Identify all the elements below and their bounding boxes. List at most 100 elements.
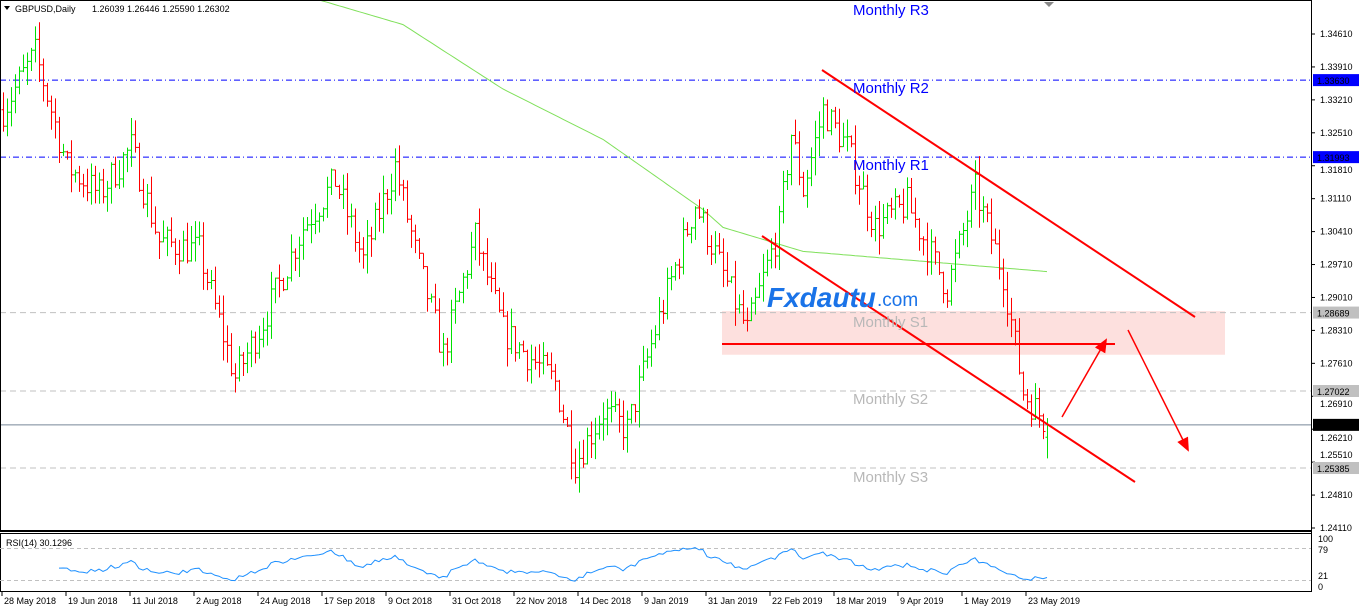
price-tick-label: 1.24110 <box>1320 523 1352 533</box>
ohlc-bar <box>309 209 314 244</box>
ohlc-bar <box>1017 318 1022 375</box>
ohlc-bar <box>545 352 550 366</box>
ohlc-bar <box>317 212 322 233</box>
ohlc-bar <box>269 271 274 339</box>
ohlc-bar <box>889 197 894 218</box>
ohlc-bar <box>165 226 170 257</box>
price-tag-label: 1.31993 <box>1317 153 1350 163</box>
ohlc-bar <box>217 295 222 318</box>
ohlc-bar <box>877 200 882 255</box>
ohlc-bar <box>77 165 82 192</box>
trend-drawings[interactable] <box>722 69 1196 483</box>
ohlc-bar <box>689 226 694 244</box>
ohlc-bar <box>325 176 330 218</box>
date-tick-label: 9 Oct 2018 <box>388 596 432 606</box>
ohlc-bar <box>681 217 686 275</box>
ohlc-bar <box>517 342 522 359</box>
ohlc-bar <box>577 441 582 493</box>
ohlc-bar <box>413 224 418 254</box>
date-tick-label: 24 Aug 2018 <box>260 596 311 606</box>
ohlc-bar <box>29 47 34 72</box>
price-tag-label: 1.28689 <box>1317 309 1350 319</box>
ohlc-bar <box>121 152 126 188</box>
rsi-label: RSI(14) 30.1296 <box>6 538 72 548</box>
price-tick-label: 1.28310 <box>1320 325 1353 335</box>
date-tick-label: 31 Oct 2018 <box>452 596 501 606</box>
ohlc-bar <box>621 400 626 451</box>
ohlc-bar <box>717 233 722 255</box>
ohlc-bar <box>185 222 190 264</box>
ohlc-bar <box>733 260 738 326</box>
ohlc-bar <box>401 179 406 201</box>
price-tag-label: 1.25385 <box>1317 464 1350 474</box>
ohlc-bar <box>745 307 750 332</box>
date-tick-label: 14 Dec 2018 <box>580 596 631 606</box>
ohlc-bar <box>669 265 674 291</box>
rsi-axis-label: 0 <box>1318 582 1323 592</box>
ohlc-bar <box>789 134 794 186</box>
ohlc-bar <box>105 180 110 212</box>
ohlc-bar <box>757 272 762 299</box>
ohlc-bar <box>377 192 382 232</box>
ohlc-bar <box>57 116 62 164</box>
ohlc-bar <box>813 120 818 176</box>
price-axis[interactable]: 1.34610 1.33910 1.33210 1.32510 1.31810 1.311… <box>1311 0 1359 592</box>
arrow-up-icon[interactable] <box>1061 338 1107 418</box>
ohlc-bar <box>837 108 842 153</box>
upper-channel-line[interactable] <box>821 69 1196 318</box>
ohlc-bar <box>177 239 182 275</box>
ohlc-bar <box>313 203 318 235</box>
price-tag <box>1313 462 1359 475</box>
ohlc-bar <box>581 439 586 468</box>
ohlc-bar <box>637 365 642 428</box>
ohlc-bar <box>1041 413 1046 440</box>
ohlc-bar <box>113 156 118 188</box>
ohlc-bar <box>381 175 386 234</box>
ohlc-bar <box>741 290 746 324</box>
ohlc-bar <box>537 344 542 378</box>
ohlc-bar <box>841 122 846 148</box>
time-axis[interactable]: 28 May 2018 19 Jun 2018 11 Jul 2018 2 Aug 2… <box>1 592 1080 606</box>
ohlc-bar <box>821 97 826 139</box>
ohlc-bar <box>181 230 186 262</box>
rsi-line <box>58 547 1048 582</box>
ohlc-bar <box>273 277 278 304</box>
ohlc-bar <box>85 168 90 202</box>
ohlc-bar <box>141 178 146 209</box>
ohlc-bar <box>109 162 114 204</box>
ohlc-bar <box>705 208 710 255</box>
shift-marker-icon[interactable] <box>1044 2 1054 7</box>
ohlc-bar <box>189 226 194 262</box>
ohlc-bar <box>541 342 546 375</box>
ohlc-bar <box>829 108 834 136</box>
ohlc-bar <box>901 188 906 224</box>
date-tick-label: 11 Jul 2018 <box>132 596 178 606</box>
collapse-triangle-icon[interactable] <box>4 6 10 10</box>
ohlc-bar <box>1029 394 1034 427</box>
ohlc-bar <box>433 283 438 314</box>
ohlc-bar <box>477 208 482 266</box>
ohlc-bar <box>585 427 590 465</box>
ohlc-bar <box>209 269 214 290</box>
date-tick-label: 9 Jan 2019 <box>644 596 689 606</box>
lower-channel-line[interactable] <box>761 235 1136 483</box>
ohlc-bar <box>861 171 866 190</box>
ohlc-bar <box>229 333 234 377</box>
ohlc-bar <box>153 206 158 235</box>
arrow-down-icon[interactable] <box>1127 329 1189 452</box>
ohlc-bar <box>509 308 514 354</box>
ohlc-bar <box>389 173 394 215</box>
price-tag <box>1313 74 1359 87</box>
ohlc-bar <box>13 74 18 114</box>
ohlc-bar <box>457 290 462 303</box>
ohlc-bar <box>569 410 574 480</box>
ohlc-bar <box>53 98 58 139</box>
ohlc-bar <box>949 264 954 306</box>
ohlc-bar <box>909 177 914 214</box>
supply-demand-zone[interactable] <box>722 311 1225 355</box>
ohlc-bar <box>237 346 242 382</box>
pivot-labels: Monthly R3 Monthly R2 Monthly R1 Monthly S1… <box>853 2 929 486</box>
moving-average <box>317 0 1048 273</box>
price-tag <box>1313 151 1359 164</box>
